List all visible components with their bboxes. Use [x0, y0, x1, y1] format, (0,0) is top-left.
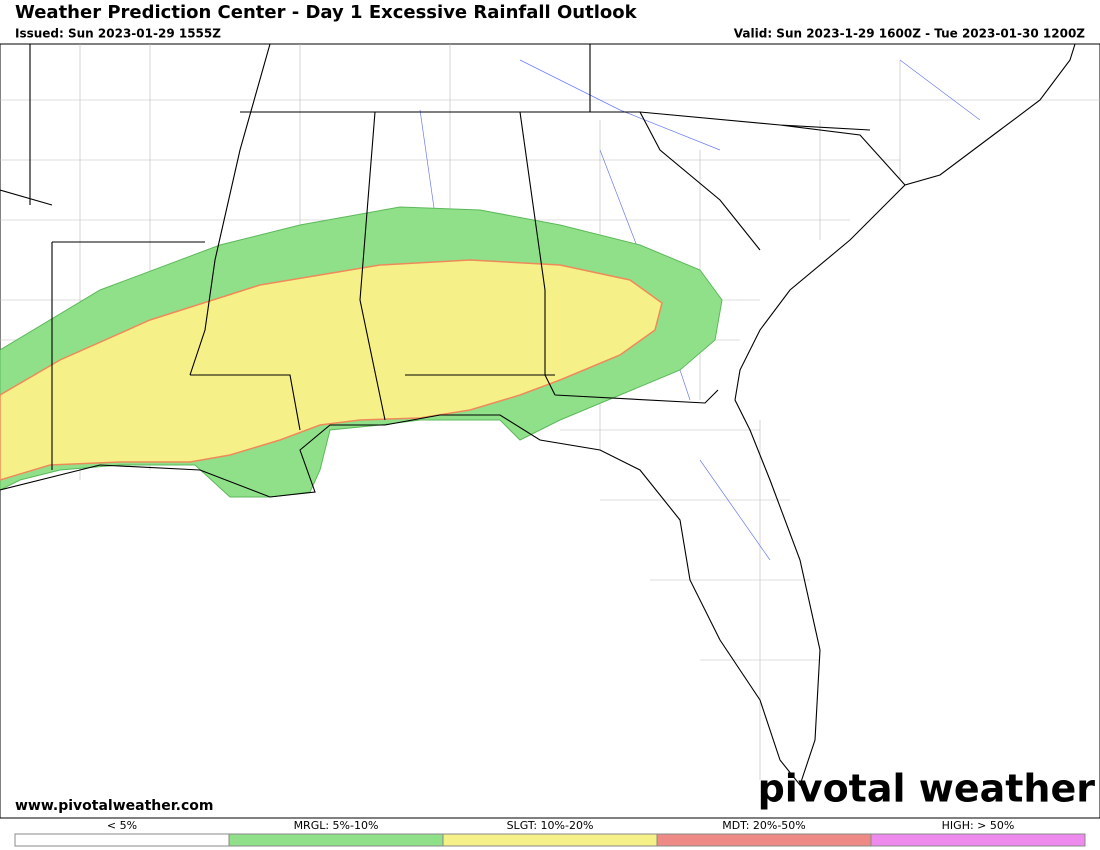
state-lines [0, 43, 906, 470]
coastline [0, 43, 1076, 787]
slgt-area [0, 259, 663, 481]
legend-swatch [656, 833, 872, 847]
title: Weather Prediction Center - Day 1 Excess… [15, 2, 638, 23]
legend-swatch [228, 833, 444, 847]
issued: Issued: Sun 2023-01-29 1555Z [15, 27, 221, 41]
legend-label: MRGL: 5%-10% [294, 819, 379, 832]
legend-label: MDT: 20%-50% [722, 819, 806, 832]
legend-swatch [14, 833, 230, 847]
legend-label: SLGT: 10%-20% [507, 819, 594, 832]
legend-label: HIGH: > 50% [942, 819, 1015, 832]
legend: < 5% MRGL: 5%-10% SLGT: 10%-20% MDT: 20%-50… [14, 819, 1086, 847]
map [0, 43, 1100, 819]
valid: Valid: Sun 2023-1-29 1600Z - Tue 2023-01… [734, 27, 1086, 41]
legend-swatch [442, 833, 658, 847]
brand: pivotal weather [758, 767, 1096, 811]
legend-label: < 5% [107, 819, 137, 832]
website: www.pivotalweather.com [15, 798, 214, 814]
legend-swatch [870, 833, 1086, 847]
